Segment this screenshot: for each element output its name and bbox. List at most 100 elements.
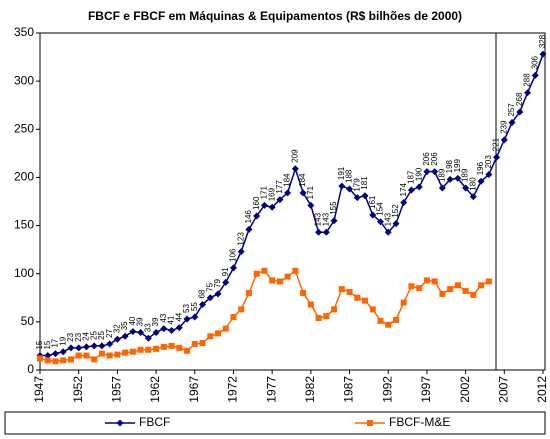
data-label: 23 [74, 332, 83, 341]
point [353, 194, 361, 202]
data-label: 25 [89, 330, 98, 339]
point [82, 343, 90, 351]
point [153, 345, 160, 352]
point [362, 297, 369, 304]
data-label: 189 [438, 168, 447, 182]
data-label: 174 [399, 183, 408, 197]
point [238, 306, 245, 313]
point [168, 342, 175, 349]
point [500, 136, 508, 144]
point [269, 277, 276, 284]
data-label: 35 [120, 321, 129, 330]
point [199, 301, 207, 309]
point [191, 313, 199, 321]
point [222, 278, 230, 286]
point [60, 357, 67, 364]
point [354, 294, 361, 301]
data-label: 184 [298, 173, 307, 187]
data-label: 187 [407, 170, 416, 184]
data-label: 221 [492, 137, 501, 151]
point [516, 108, 524, 116]
point [129, 327, 137, 335]
point [237, 248, 245, 256]
point [416, 285, 423, 292]
point [300, 289, 307, 296]
point [129, 348, 136, 355]
x-tick-label: 1972 [226, 376, 240, 403]
point [37, 355, 43, 362]
point [385, 321, 392, 328]
legend-marker [116, 419, 124, 427]
data-label: 191 [337, 166, 346, 180]
point [307, 201, 315, 209]
point [83, 352, 90, 359]
point [469, 193, 477, 201]
data-label: 169 [267, 187, 276, 201]
point [67, 344, 75, 352]
point [137, 328, 145, 336]
point [431, 168, 439, 176]
data-label: 171 [306, 185, 315, 199]
point [59, 348, 67, 356]
data-label: 288 [523, 73, 532, 87]
data-label: 143 [314, 212, 323, 226]
point [44, 357, 51, 364]
data-label: 188 [345, 169, 354, 183]
point [276, 278, 283, 285]
x-tick-label: 2007 [496, 376, 510, 403]
data-label: 196 [476, 161, 485, 175]
point [191, 341, 198, 348]
data-label: 27 [105, 329, 114, 338]
data-label: 40 [128, 316, 137, 325]
point [75, 352, 82, 359]
chart-title: FBCF e FBCF em Máquinas & Equipamentos (… [88, 9, 462, 23]
data-label: 53 [182, 304, 191, 313]
data-label: 160 [252, 196, 261, 210]
legend-marker [367, 420, 373, 426]
point [291, 165, 299, 173]
data-label: 91 [221, 267, 230, 276]
point [346, 185, 354, 193]
point [106, 340, 114, 348]
data-label: 33 [143, 323, 152, 332]
point [322, 228, 330, 236]
data-label: 25 [97, 330, 106, 339]
point [98, 342, 106, 350]
point [206, 294, 214, 302]
point [392, 316, 399, 323]
point [284, 273, 291, 280]
legend-box [4, 411, 546, 435]
point [207, 333, 214, 340]
data-label: 155 [329, 201, 338, 215]
data-label: 79 [213, 278, 222, 287]
point [485, 278, 492, 285]
y-tick-label: 0 [27, 362, 34, 376]
point [229, 264, 237, 272]
data-label: 152 [391, 204, 400, 218]
point [44, 352, 52, 360]
point [113, 335, 121, 343]
data-label: 55 [190, 302, 199, 311]
point [407, 186, 415, 194]
point [261, 267, 268, 274]
point [330, 217, 338, 225]
point [144, 334, 152, 342]
point [539, 50, 547, 58]
y-tick-label: 100 [14, 266, 34, 280]
data-label: 161 [368, 195, 377, 209]
point [485, 171, 493, 179]
y-tick-label: 350 [14, 25, 34, 39]
data-label: 106 [229, 248, 238, 262]
data-label: 68 [198, 289, 207, 298]
point [292, 267, 299, 274]
x-tick-label: 1987 [342, 376, 356, 403]
data-label: 32 [112, 324, 121, 333]
point [454, 174, 462, 182]
data-label: 203 [484, 155, 493, 169]
point [423, 168, 431, 176]
x-tick-label: 1977 [264, 376, 278, 403]
point [175, 324, 183, 332]
point [137, 346, 144, 353]
point [90, 342, 98, 350]
